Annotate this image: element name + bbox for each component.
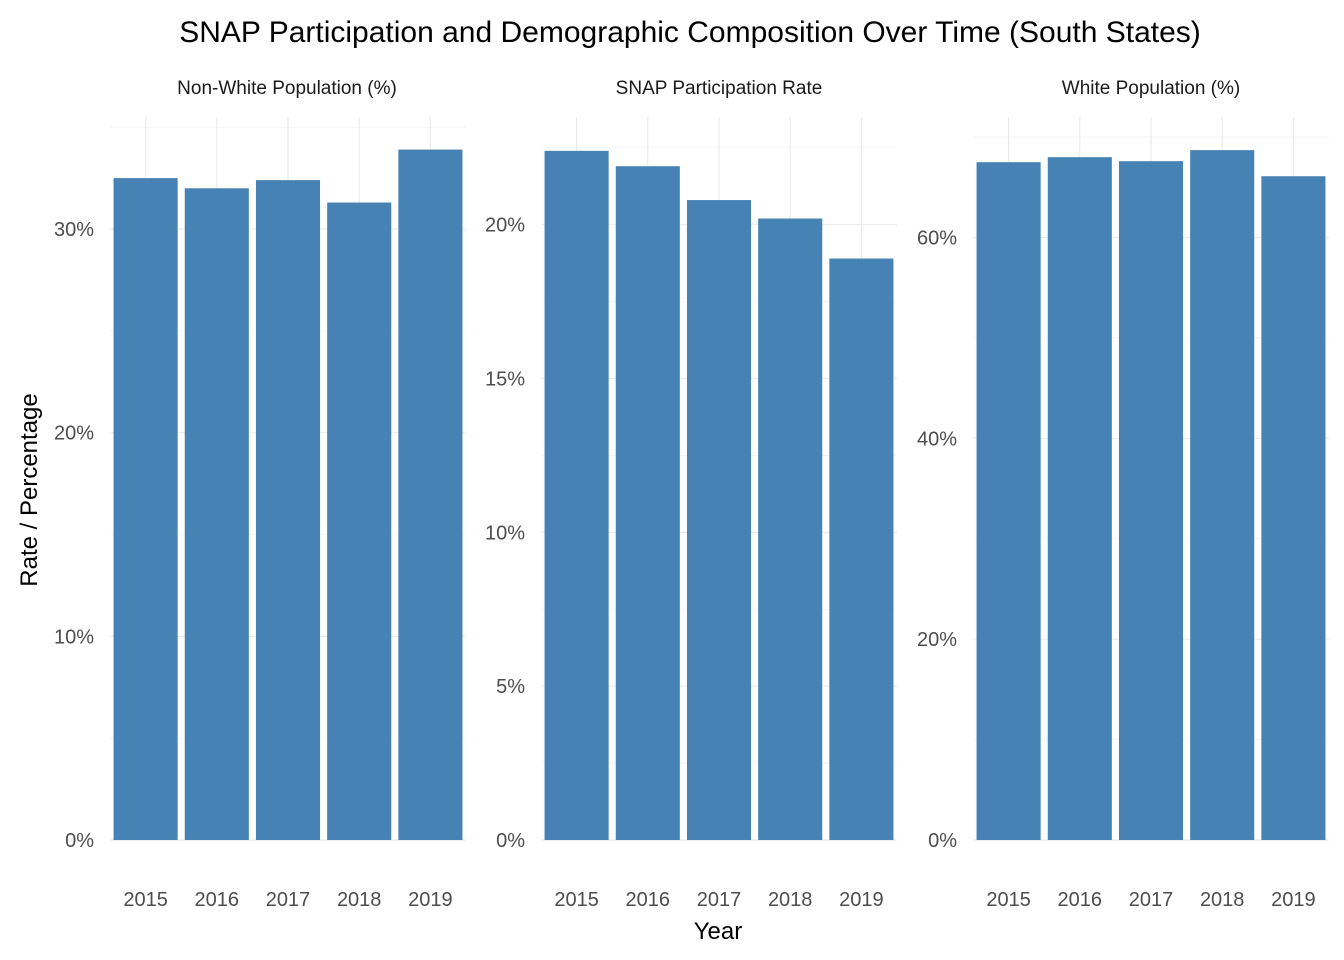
chart-title: SNAP Participation and Demographic Compo… (179, 16, 1201, 49)
facet-label: White Population (%) (1062, 78, 1240, 99)
bar (1047, 157, 1112, 840)
x-tick-label: 2018 (768, 889, 813, 911)
y-tick-label: 0% (496, 830, 525, 852)
x-tick-label: 2018 (1200, 889, 1245, 911)
bar (184, 188, 249, 841)
x-axis-title: Year (694, 918, 743, 945)
x-tick-label: 2017 (1129, 889, 1174, 911)
facet-panel: 0% 10% 20% 30% 2015 2016 2017 2018 2019 Non-White… (54, 78, 466, 911)
y-tick-label: 60% (917, 228, 957, 250)
x-tick-label: 2015 (123, 889, 168, 911)
facet-panel: 0% 20% 40% 60% 2015 2016 2017 2018 2019 White Pop… (917, 78, 1329, 911)
x-tick-label: 2019 (1271, 889, 1316, 911)
x-tick-label: 2015 (554, 889, 599, 911)
bar (686, 200, 752, 840)
x-tick-label: 2019 (408, 889, 453, 911)
x-tick-label: 2017 (697, 889, 742, 911)
bar (1118, 161, 1184, 840)
bar (829, 258, 894, 840)
y-tick-label: 10% (54, 626, 94, 648)
bar (976, 162, 1041, 840)
y-tick-label: 0% (928, 830, 957, 852)
x-tick-label: 2016 (1058, 889, 1103, 911)
bar (255, 180, 321, 841)
bar (1190, 150, 1255, 840)
y-tick-label: 5% (496, 676, 525, 698)
x-tick-label: 2018 (337, 889, 382, 911)
bar (544, 150, 609, 841)
x-tick-label: 2016 (195, 889, 240, 911)
y-tick-label: 20% (917, 629, 957, 651)
y-tick-label: 20% (485, 215, 525, 237)
y-tick-label: 30% (54, 219, 94, 241)
bar (398, 149, 463, 840)
bar (327, 202, 392, 840)
y-axis-title: Rate / Percentage (16, 393, 43, 586)
bar (1261, 176, 1326, 840)
y-tick-label: 0% (65, 830, 94, 852)
x-tick-label: 2017 (266, 889, 311, 911)
x-tick-label: 2019 (839, 889, 884, 911)
bar (758, 218, 823, 841)
bar (113, 178, 178, 841)
x-tick-label: 2015 (986, 889, 1031, 911)
y-tick-label: 10% (485, 522, 525, 544)
facet-panel: 0% 5% 10% 15% 20% 2015 2016 2017 2018 2019 SNAP Pa… (485, 78, 897, 911)
facet-label: SNAP Participation Rate (616, 78, 823, 99)
x-tick-label: 2016 (626, 889, 671, 911)
facet-panels: 0% 10% 20% 30% 2015 2016 2017 2018 2019 Non-White… (54, 78, 1329, 911)
bar (615, 166, 680, 840)
y-tick-label: 40% (917, 428, 957, 450)
facet-label: Non-White Population (%) (177, 78, 397, 99)
y-tick-label: 15% (485, 369, 525, 391)
y-tick-label: 20% (54, 423, 94, 445)
